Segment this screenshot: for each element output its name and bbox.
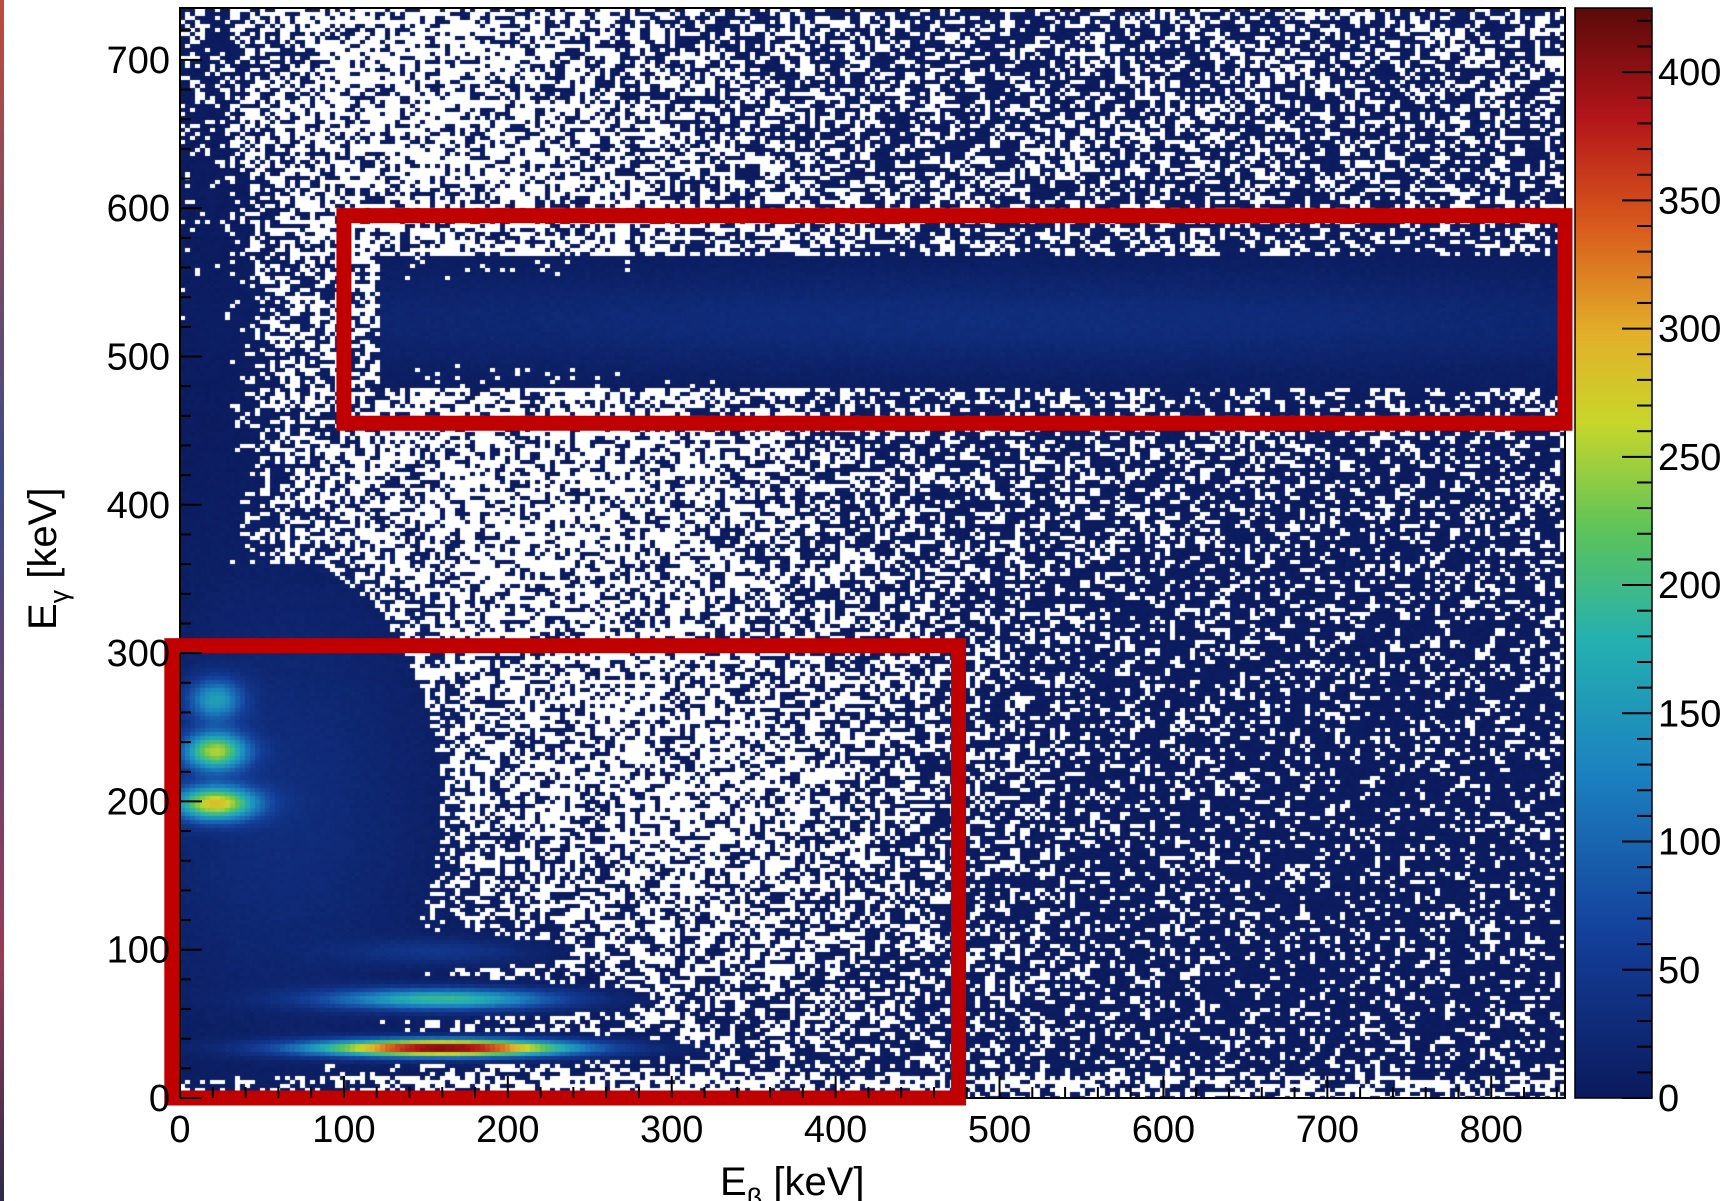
y-tick-label: 200	[107, 781, 170, 823]
colorbar-tick-label: 300	[1658, 309, 1721, 351]
x-tick-label: 0	[169, 1109, 190, 1151]
colorbar-tick-label: 250	[1658, 437, 1721, 479]
x-tick-label: 100	[312, 1109, 375, 1151]
colorbar-tick-label: 0	[1658, 1078, 1679, 1120]
y-axis-title: Eγ [keV]	[21, 488, 74, 630]
x-tick-label: 500	[968, 1109, 1031, 1151]
y-tick-label: 0	[149, 1078, 170, 1120]
x-axis: 0 100 200 300 400 500 600 700 800	[169, 1076, 1558, 1151]
x-tick-label: 800	[1460, 1109, 1523, 1151]
colorbar-tick-label: 400	[1658, 52, 1721, 94]
x-tick-label: 600	[1132, 1109, 1195, 1151]
colorbar-gradient	[1574, 7, 1653, 1099]
x-tick-label: 700	[1296, 1109, 1359, 1151]
x-tick-label: 400	[804, 1109, 867, 1151]
heatmap-plot-area	[180, 8, 1565, 1098]
colorbar-tick-label: 100	[1658, 822, 1721, 864]
y-axis: 0 100 200 300 400 500 600 700	[107, 29, 202, 1120]
x-axis-title: Eβ [keV]	[720, 1160, 864, 1201]
image-edge-strip	[0, 0, 4, 1201]
highlight-boxes	[164, 208, 1573, 1106]
colorbar: 0 50 100 150 200 250 300 350 400	[1574, 7, 1721, 1120]
highlight-box-2	[164, 638, 967, 1106]
y-tick-label: 400	[107, 485, 170, 527]
y-tick-label: 700	[107, 40, 170, 82]
colorbar-tick-label: 50	[1658, 950, 1700, 992]
y-tick-label: 600	[107, 188, 170, 230]
y-tick-label: 300	[107, 633, 170, 675]
y-tick-label: 100	[107, 930, 170, 972]
colorbar-tick-label: 200	[1658, 565, 1721, 607]
colorbar-tick-label: 350	[1658, 180, 1721, 222]
heatmap-cells	[180, 8, 1565, 1098]
x-tick-label: 200	[476, 1109, 539, 1151]
colorbar-tick-label: 150	[1658, 693, 1721, 735]
highlight-box-1	[336, 208, 1573, 431]
x-tick-label: 300	[640, 1109, 703, 1151]
y-tick-label: 500	[107, 337, 170, 379]
